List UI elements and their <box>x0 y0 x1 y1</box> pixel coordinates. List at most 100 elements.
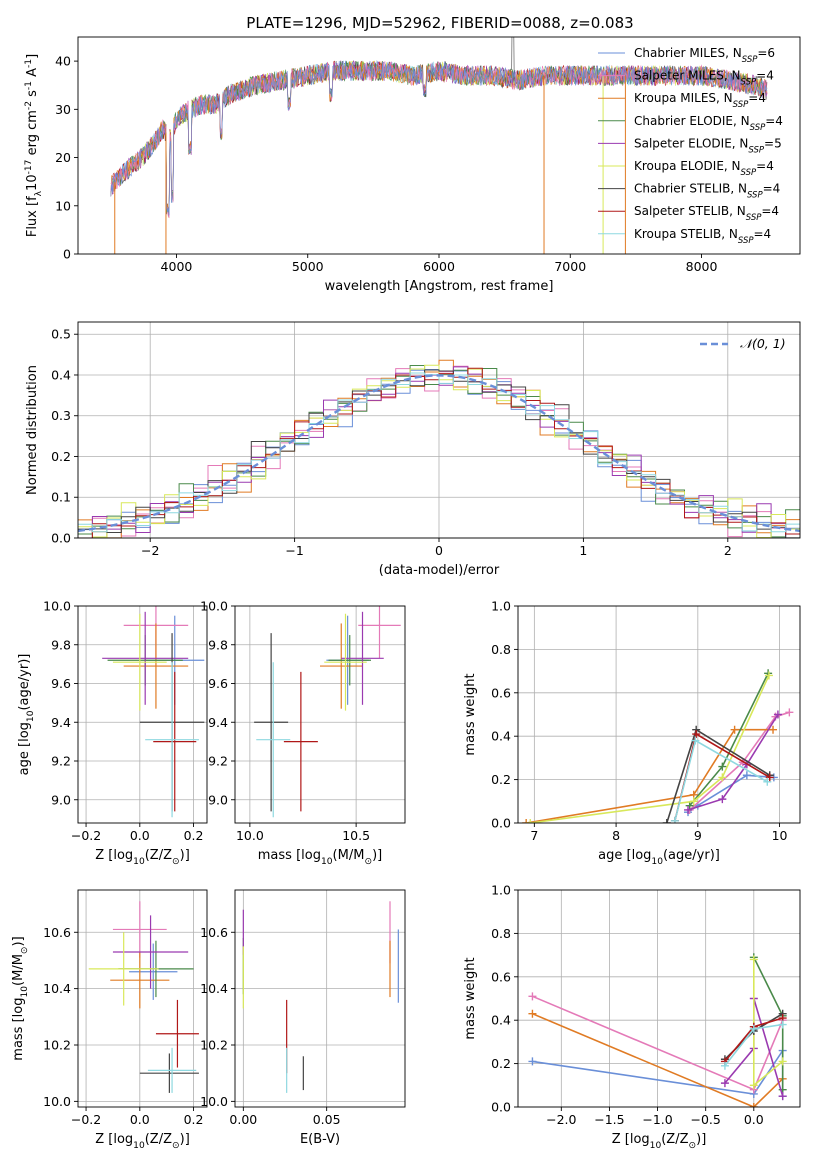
legend-label-text: Kroupa ELODIE, N <box>634 159 741 173</box>
x-tick-label: 7000 <box>554 259 586 274</box>
histogram-dark <box>78 369 800 538</box>
y-tick-label: 10.0 <box>200 1094 228 1109</box>
legend-label-tail: =4 <box>756 159 774 173</box>
x-tick-label: 0.0 <box>130 1112 150 1127</box>
axes-age_vs_Z: −0.2 0.0 0.2 9.0 9.2 9.4 9.6 9.8 10.0 Z [log10(Z/… <box>17 599 208 867</box>
y-tick-label: 0.4 <box>51 367 71 382</box>
legend-label-text: Salpeter MILES, N <box>634 69 741 83</box>
legend-label-sub: SSP <box>747 191 763 201</box>
axes-mass_vs_ebv: 0.00 0.05 10.0 10.2 10.4 10.6 E(B-V) <box>200 889 406 1147</box>
x-axis-label: E(B-V) <box>300 1132 340 1147</box>
legend-label-tail: =4 <box>748 91 766 105</box>
legend-label-text: Chabrier STELIB, N <box>634 182 747 196</box>
plot-area-mass_vs_Z <box>88 901 199 1093</box>
errorbar-point-cyan <box>147 1047 197 1093</box>
x-tick-label: 10.0 <box>236 828 264 843</box>
y-tick-label: 9.8 <box>51 637 71 652</box>
y-tick-label: 9.4 <box>208 715 228 730</box>
x-axis-label: mass [log10(M/M⊙)] <box>258 848 382 867</box>
y-tick-label: 10.2 <box>43 1038 71 1053</box>
series-orange <box>522 725 778 823</box>
y-tick-label: 9.2 <box>51 754 71 769</box>
x-axis-label: Z [log10(Z/Z⊙)] <box>612 1132 707 1151</box>
legend-label-sub: SSP <box>738 236 754 246</box>
axes-frame <box>517 605 801 824</box>
y-axis-label: Normed distribution <box>25 365 40 495</box>
series-marker <box>689 797 698 806</box>
series-yellow <box>749 955 787 1090</box>
series-marker <box>691 736 700 745</box>
series-marker <box>718 773 727 782</box>
plot-area-age_vs_mass <box>254 606 401 818</box>
series-marker <box>692 730 701 739</box>
series-cyan <box>670 736 772 823</box>
errorbar-point-purple <box>341 611 384 705</box>
y-tick-label: 0.8 <box>491 926 511 941</box>
x-tick-label: 6000 <box>423 259 455 274</box>
legend-label-tail: =6 <box>757 46 775 60</box>
y-axis-label: mass weight <box>463 673 478 755</box>
series-marker <box>749 955 758 964</box>
y-tick-label: 10.6 <box>43 925 71 940</box>
errorbar-point-pink <box>112 901 167 958</box>
frame-weight_vs_Z: −2.0 −1.5 −1.0 −0.5 0.0 0.0 0.2 0.4 0.6 0.8 1.0 Z [… <box>463 883 801 1151</box>
series-marker <box>763 777 772 786</box>
legend-label-sub: SSP <box>748 145 764 155</box>
y-tick-label: 9.6 <box>51 676 71 691</box>
legend-label-sub: SSP <box>741 168 757 178</box>
y-tick-label: 0.3 <box>51 408 71 423</box>
x-tick-label: 5000 <box>292 259 324 274</box>
errorbar-point-red <box>153 671 197 812</box>
legend-label-tail: =4 <box>756 69 774 83</box>
legend-label-text: Chabrier ELODIE, N <box>634 114 750 128</box>
y-tick-label: 0.0 <box>491 1100 511 1115</box>
x-tick-label: −2 <box>141 543 159 558</box>
y-tick-label: 10.0 <box>43 599 71 614</box>
series-line <box>532 1012 784 1107</box>
x-tick-label: 7 <box>530 828 538 843</box>
plot-area-spectrum <box>110 37 768 254</box>
y-tick-label: 0.2 <box>51 449 71 464</box>
legend-label-sub: SSP <box>742 55 758 65</box>
normal-curve <box>78 374 800 533</box>
x-tick-label: −1.5 <box>594 1112 624 1127</box>
series-line <box>526 728 773 823</box>
x-tick-label: −0.2 <box>71 828 101 843</box>
x-tick-label: 2 <box>724 543 732 558</box>
y-tick-label: 0.1 <box>51 490 71 505</box>
x-tick-label: −0.2 <box>71 1112 101 1127</box>
y-tick-label: 0.6 <box>491 685 511 700</box>
legend-label-normal: 𝒩(0, 1) <box>740 336 786 351</box>
axes-frame <box>517 889 801 1108</box>
legend-label-sub: SSP <box>746 213 762 223</box>
legend-label-tail: =4 <box>765 114 783 128</box>
series-marker <box>528 1057 537 1066</box>
plot-area-age_vs_Z <box>102 606 205 818</box>
series-marker <box>718 762 727 771</box>
errorbar-point-green <box>328 635 371 686</box>
y-axis-label: Flux [fλ10-17 erg cm-2 s-1 A-1] <box>24 54 44 237</box>
x-tick-label: 9 <box>694 828 702 843</box>
plot-area-weight_vs_Z <box>528 953 787 1107</box>
y-tick-label: 0.2 <box>491 772 511 787</box>
x-tick-label: 10.5 <box>342 828 370 843</box>
x-axis-label: Z [log10(Z/Z⊙)] <box>95 1132 190 1151</box>
frame-age_vs_mass: 10.0 10.5 9.0 9.2 9.4 9.6 9.8 10.0 mass [log10(M… <box>200 599 406 867</box>
legend-label: Chabrier STELIB, NSSP=4 <box>634 182 780 201</box>
errorbar-point-yellow <box>112 613 167 711</box>
legend-label: Chabrier ELODIE, NSSP=4 <box>634 114 783 133</box>
y-tick-label: 40 <box>55 54 71 69</box>
y-tick-label: 9.0 <box>208 792 228 807</box>
errorbar-point-dark <box>139 1053 199 1093</box>
x-tick-label: 0.05 <box>313 1112 341 1127</box>
series-marker <box>526 819 535 823</box>
y-tick-label: 10.4 <box>43 981 71 996</box>
axes-spectrum: 4000 5000 6000 7000 8000 0 10 20 30 40 wavelength … <box>24 36 801 294</box>
legend-label-sub: SSP <box>741 78 757 88</box>
x-tick-label: 0.2 <box>184 828 204 843</box>
legend-label: Salpeter ELODIE, NSSP=5 <box>634 136 782 155</box>
series-cyan <box>720 1020 787 1070</box>
series-marker <box>778 1092 787 1101</box>
errorbar-point-blue <box>129 943 178 1000</box>
frame-mass_vs_Z: −0.2 0.0 0.2 10.0 10.2 10.4 10.6 Z [log10(Z/Z⊙)… <box>11 889 208 1151</box>
